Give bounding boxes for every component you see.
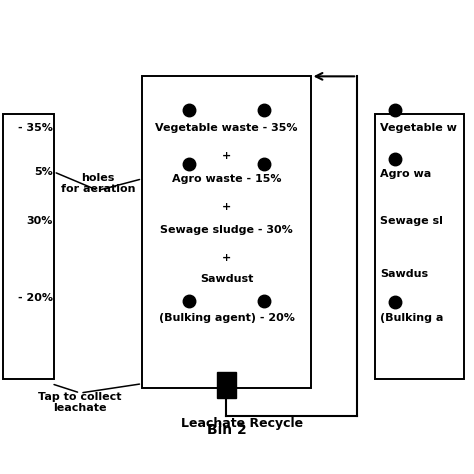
- Text: +: +: [222, 151, 231, 161]
- Bar: [3, 114, 54, 379]
- Text: Vegetable waste - 35%: Vegetable waste - 35%: [155, 123, 298, 133]
- Text: Sewage sl: Sewage sl: [380, 216, 443, 226]
- Text: Bin 2: Bin 2: [207, 423, 246, 437]
- Text: - 35%: - 35%: [18, 123, 53, 133]
- Text: (Bulking agent) - 20%: (Bulking agent) - 20%: [158, 313, 294, 323]
- Bar: [142, 76, 310, 388]
- Text: +: +: [222, 253, 231, 263]
- Text: +: +: [222, 202, 231, 212]
- Text: Tap to collect
leachate: Tap to collect leachate: [38, 392, 122, 413]
- Text: Leachate Recycle: Leachate Recycle: [181, 417, 303, 430]
- Text: Sewage sludge - 30%: Sewage sludge - 30%: [160, 225, 293, 235]
- Text: Agro wa: Agro wa: [380, 169, 431, 179]
- Bar: [217, 372, 236, 398]
- Text: Agro waste - 15%: Agro waste - 15%: [172, 174, 281, 184]
- Text: Sawdust: Sawdust: [200, 274, 253, 284]
- Text: 30%: 30%: [27, 216, 53, 226]
- Text: Vegetable w: Vegetable w: [380, 123, 457, 133]
- Text: (Bulking a: (Bulking a: [380, 313, 444, 323]
- Text: - 20%: - 20%: [18, 292, 53, 302]
- Text: 5%: 5%: [34, 167, 53, 177]
- Text: Sawdus: Sawdus: [380, 269, 428, 279]
- Text: holes
for aeration: holes for aeration: [61, 173, 135, 194]
- Bar: [375, 114, 464, 379]
